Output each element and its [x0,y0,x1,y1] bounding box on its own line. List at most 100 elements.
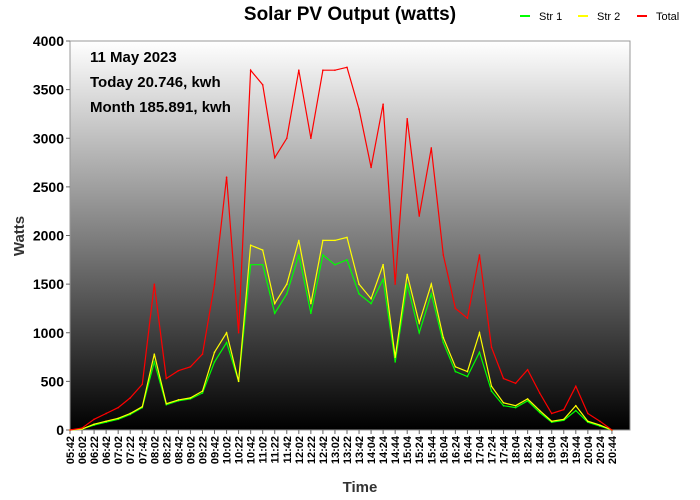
x-tick-label: 19:44 [571,435,583,464]
data-point-str-1 [370,302,372,305]
data-point-str-2 [346,236,348,239]
y-axis: 0 500 1000 1500 2000 2500 3000 3500 4000 [33,33,70,438]
data-point-total [454,307,457,310]
chart-title: Solar PV Output (watts) [244,4,456,25]
data-point-str-1 [285,293,288,295]
data-point-str-2 [141,405,144,408]
x-tick-label: 13:22 [342,436,354,464]
x-tick-label: 12:22 [306,436,318,464]
data-point-str-2 [129,412,132,415]
data-point-str-2 [430,283,433,285]
x-tick-label: 14:24 [378,435,390,464]
x-tick-label: 19:04 [547,435,559,464]
data-point-str-2 [273,302,276,305]
data-point-total [129,397,132,399]
x-tick-label: 13:42 [354,436,366,464]
data-point-str-1 [526,400,529,402]
x-tick-label: 19:24 [559,435,571,464]
data-point-total [285,137,288,140]
y-tick-label: 2500 [33,179,64,195]
data-point-str-1 [298,254,300,256]
data-point-str-2 [442,336,445,339]
data-point-total [310,137,312,140]
y-tick-label: 2000 [33,228,64,244]
series-line-str-2 [69,236,613,431]
data-point-str-2 [117,417,119,420]
x-tick-label: 15:04 [402,435,414,464]
x-tick-label: 20:04 [583,435,595,464]
x-tick-label: 05:42 [65,436,77,464]
data-point-str-2 [418,322,421,324]
data-point-str-2 [526,398,529,400]
data-point-str-2 [358,283,360,285]
data-point-str-2 [454,365,457,368]
series-line-total [69,66,613,431]
y-tick-label: 1500 [33,276,64,292]
x-tick-label: 09:22 [197,436,209,464]
data-point-str-1 [358,293,360,295]
x-tick-label: 18:44 [535,435,547,464]
data-point-str-1 [261,263,264,266]
y-tick-label: 500 [41,373,65,389]
data-point-str-1 [249,263,252,266]
data-point-total [382,103,384,106]
y-tick-label: 0 [56,422,64,438]
data-point-str-1 [502,404,505,407]
series-line-str-1 [69,253,613,431]
data-point-total [466,317,469,319]
data-point-total [273,156,276,159]
data-point-total [237,331,240,334]
x-tick-label: 20:44 [607,435,619,464]
data-point-total [599,420,601,423]
x-tick-label: 16:44 [462,435,474,464]
data-point-str-2 [225,331,228,334]
data-point-str-2 [370,297,372,300]
data-point-str-1 [153,361,156,363]
data-point-total [478,254,481,256]
data-point-total [322,69,324,71]
data-point-str-1 [418,331,421,334]
data-point-str-2 [261,249,264,251]
x-tick-label: 10:22 [234,436,246,464]
data-point-total [153,283,156,285]
data-point-str-2 [189,397,192,399]
x-tick-label: 16:24 [450,435,462,464]
data-point-str-2 [478,331,481,334]
data-point-total [261,83,264,86]
data-point-str-2 [177,399,180,401]
data-point-str-1 [346,259,348,261]
data-point-str-2 [394,356,396,358]
data-point-str-2 [201,390,204,392]
y-tick-label: 1000 [33,325,64,341]
data-point-str-2 [406,273,409,276]
x-tick-label: 10:42 [246,436,258,464]
legend-label-str-1: Str 1 [539,11,562,23]
data-point-str-2 [165,402,168,405]
x-tick-label: 15:44 [426,435,438,464]
x-tick-label: 12:02 [294,436,306,464]
data-point-total [406,118,409,120]
legend: Str 1 Str 2 Total [520,11,679,23]
x-tick-label: 17:44 [499,435,511,464]
data-point-str-2 [93,423,95,425]
x-tick-label: 18:04 [511,435,523,464]
data-point-total [370,166,372,169]
data-point-str-2 [514,404,517,407]
data-point-str-2 [298,239,300,242]
data-point-total [93,418,95,421]
x-tick-label: 06:42 [101,436,113,464]
data-point-str-1 [514,406,517,409]
data-point-total [334,69,336,71]
data-point-str-2 [105,420,107,423]
x-tick-label: 09:42 [210,436,222,464]
data-point-total [141,383,144,386]
x-tick-label: 16:04 [438,435,450,464]
x-tick-label: 14:44 [390,435,402,464]
data-point-total [490,346,493,349]
x-tick-label: 06:02 [77,436,89,464]
data-point-total [189,365,192,368]
data-point-str-2 [502,401,505,404]
data-point-str-2 [213,351,216,354]
data-point-total [502,377,505,380]
